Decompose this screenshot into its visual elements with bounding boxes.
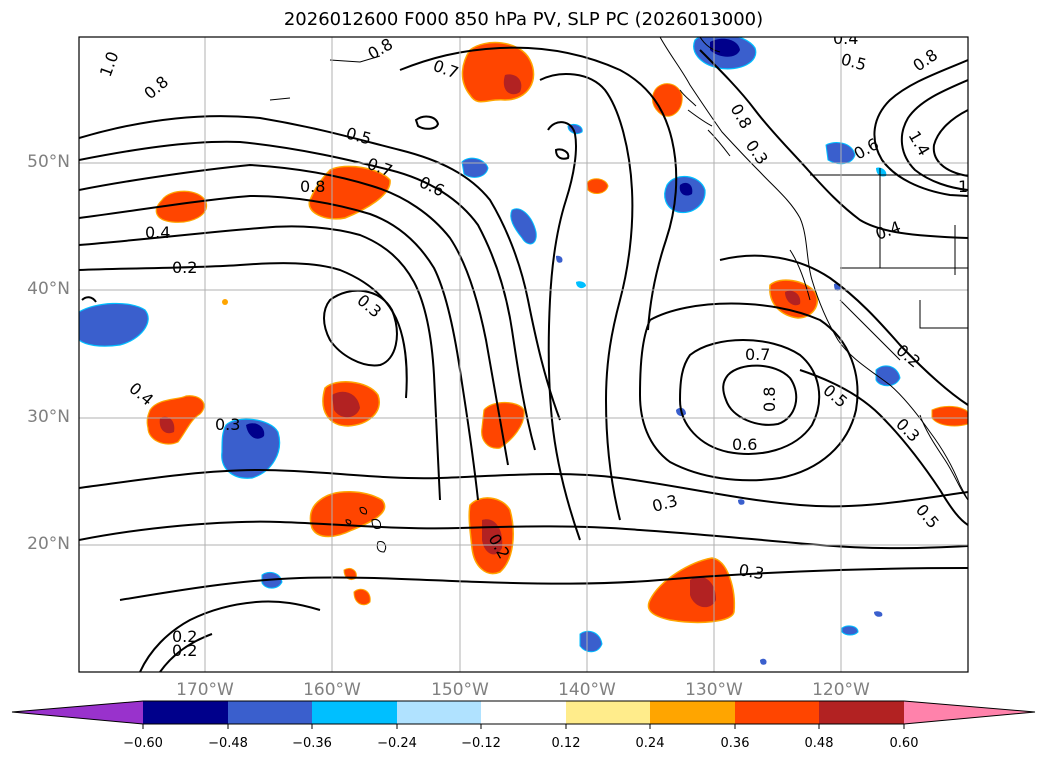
contour-label: 0.2: [172, 641, 197, 660]
lon-label: 160°W: [303, 680, 361, 700]
coastlines: [269, 37, 968, 553]
contour-label: 0.3: [737, 560, 765, 583]
colorbar-tick-label: 0.48: [804, 736, 834, 751]
colorbar-bin: [481, 701, 566, 724]
colorbar-tick-label: −0.36: [292, 736, 332, 751]
colorbar-tick-label: −0.48: [208, 736, 248, 751]
colorbar-bin: [143, 701, 228, 724]
lat-label: 20°N: [27, 534, 70, 554]
lon-label: 140°W: [558, 680, 616, 700]
map-title: 2026012600 F000 850 hPa PV, SLP PC (2026…: [283, 9, 764, 30]
lon-label: 120°W: [812, 680, 870, 700]
slp-contours: [79, 46, 968, 672]
lon-label: 170°W: [176, 680, 234, 700]
colorbar-extend-low: [12, 701, 143, 724]
lon-label: 150°W: [431, 680, 489, 700]
lat-label: 30°N: [27, 407, 70, 427]
colorbar-extend-high: [904, 701, 1035, 724]
lat-label: 40°N: [27, 279, 70, 299]
colorbar-bin: [735, 701, 819, 724]
contour-label: 1: [958, 177, 968, 196]
contour-label: 0.2: [172, 258, 197, 277]
contour-label: 0.2: [172, 627, 197, 646]
colorbar-bin: [228, 701, 312, 724]
colorbar-tick-label: 0.24: [635, 736, 665, 751]
colorbar-tick-label: 0.12: [551, 736, 581, 751]
colorbar: [11, 700, 1036, 729]
contour-label: 0.6: [732, 435, 757, 454]
colorbar-tick-label: −0.24: [377, 736, 417, 751]
colorbar-tick-label: 0.60: [889, 736, 919, 751]
colorbar-tick-label: −0.12: [461, 736, 501, 751]
contour-label: 0.8: [300, 177, 325, 196]
plot-frame: [78, 36, 969, 673]
contour-label: 0.4: [833, 29, 858, 48]
contour-label: 0.7: [745, 345, 770, 364]
contour-label: 0.3: [215, 415, 240, 434]
colorbar-bin: [312, 701, 397, 724]
contour-label: 0.4: [145, 223, 170, 242]
colorbar-bin: [397, 701, 481, 724]
colorbar-ticks: [142, 724, 905, 729]
colorbar-bin: [566, 701, 650, 724]
colorbar-tick-label: −0.60: [123, 736, 163, 751]
plot-area: [79, 37, 968, 672]
lat-label: 50°N: [27, 152, 70, 172]
contour-label: 0.8: [760, 387, 779, 412]
lon-label: 130°W: [685, 680, 743, 700]
colorbar-bin: [819, 701, 904, 724]
gridlines: [79, 37, 968, 672]
colorbar-tick-label: 0.36: [720, 736, 750, 751]
colorbar-bin: [650, 701, 735, 724]
